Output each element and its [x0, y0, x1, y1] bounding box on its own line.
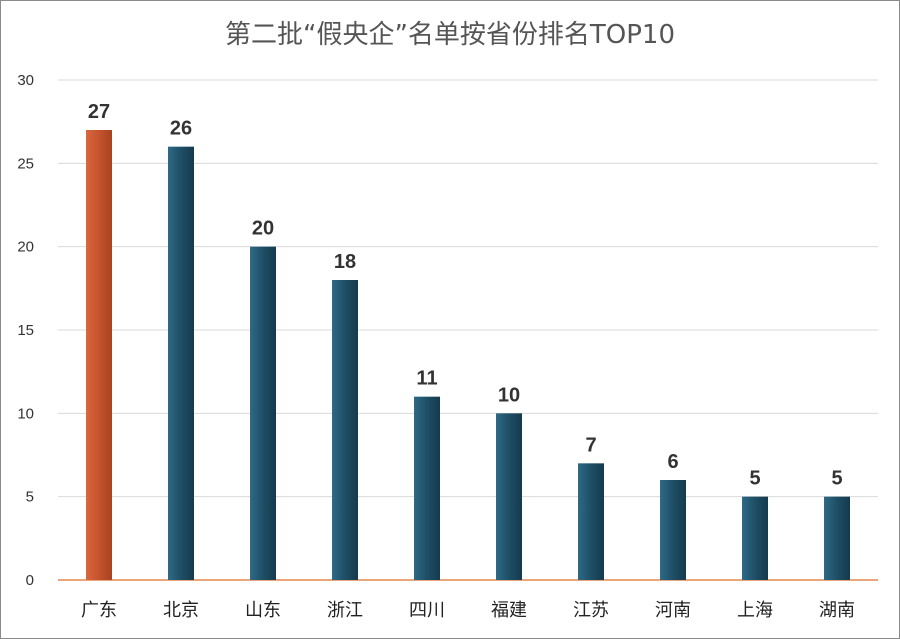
- data-label: 5: [749, 468, 760, 490]
- x-tick-label: 四川: [409, 600, 445, 621]
- x-tick-label: 江苏: [573, 600, 609, 621]
- y-tick-label: 25: [17, 155, 34, 172]
- x-axis: 广东 北京 山东 浙江 四川 福建 江苏 河南 上海 湖南: [81, 600, 855, 621]
- bar-4: [332, 280, 358, 580]
- data-label: 5: [831, 468, 842, 490]
- data-label: 27: [88, 101, 110, 123]
- x-tick-label: 上海: [737, 600, 773, 621]
- y-axis: 0 5 10 15 20 25 30: [17, 72, 34, 589]
- data-label: 18: [334, 251, 356, 273]
- y-tick-label: 15: [17, 322, 34, 339]
- data-labels: 27 26 20 18 11 10 7 6 5 5: [88, 101, 843, 490]
- x-tick-label: 湖南: [819, 600, 855, 621]
- bars: [86, 130, 850, 580]
- bar-7: [578, 463, 604, 580]
- x-tick-label: 山东: [245, 600, 281, 621]
- data-label: 7: [585, 434, 596, 456]
- y-tick-label: 5: [26, 489, 34, 506]
- data-label: 26: [170, 118, 192, 140]
- bar-3: [250, 246, 276, 580]
- x-tick-label: 河南: [655, 600, 691, 621]
- bar-6: [496, 413, 522, 580]
- y-tick-label: 0: [26, 572, 34, 589]
- data-label: 11: [416, 368, 437, 390]
- bar-10: [824, 496, 850, 580]
- bar-2: [168, 146, 194, 580]
- x-tick-label: 福建: [491, 600, 527, 621]
- bar-1: [86, 130, 112, 580]
- chart-title: 第二批“假央企”名单按省份排名TOP10: [224, 20, 676, 50]
- bar-9: [742, 496, 768, 580]
- gridlines: [58, 79, 878, 581]
- data-label: 6: [667, 451, 678, 473]
- data-label: 20: [252, 218, 274, 240]
- x-tick-label: 广东: [81, 600, 117, 621]
- y-tick-label: 30: [17, 72, 34, 89]
- bar-5: [414, 396, 440, 580]
- y-tick-label: 20: [17, 239, 34, 256]
- y-tick-label: 10: [17, 405, 34, 422]
- x-tick-label: 浙江: [327, 600, 363, 621]
- bar-8: [660, 480, 686, 580]
- data-label: 10: [498, 384, 520, 406]
- x-tick-label: 北京: [163, 600, 199, 621]
